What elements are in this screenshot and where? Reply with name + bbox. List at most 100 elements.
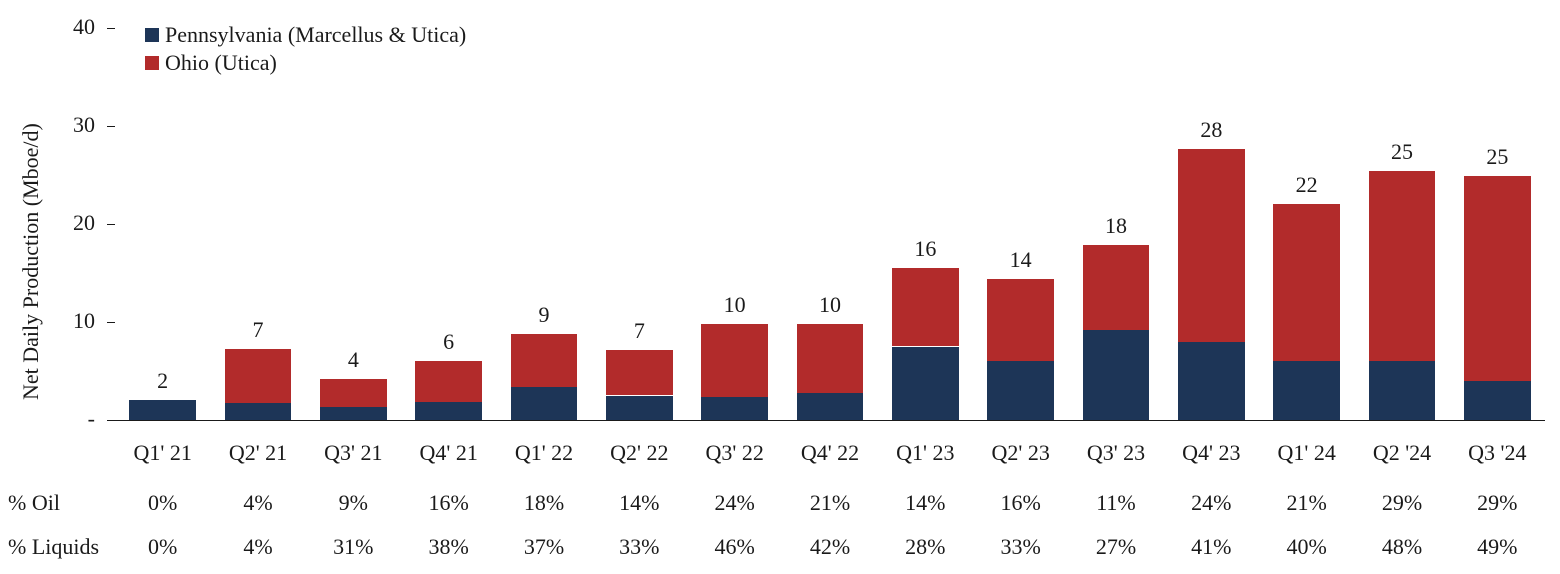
category-label: Q2' 22 — [592, 440, 687, 466]
data-row-cell: 24% — [1164, 490, 1259, 516]
data-row-cell: 33% — [973, 534, 1068, 560]
bar-segment — [987, 279, 1054, 361]
y-tick-mark — [107, 224, 115, 225]
data-row-header: % Liquids — [8, 534, 99, 560]
data-row-cell: 28% — [878, 534, 973, 560]
bar-segment — [797, 393, 864, 420]
bar-segment — [606, 396, 673, 421]
legend-label: Pennsylvania (Marcellus & Utica) — [165, 22, 466, 48]
y-axis-title: Net Daily Production (Mboe/d) — [18, 123, 44, 400]
category-label: Q1' 23 — [878, 440, 973, 466]
data-row-cell: 16% — [401, 490, 496, 516]
bar-segment — [225, 349, 292, 403]
data-row-cell: 11% — [1068, 490, 1163, 516]
bar-total-label: 10 — [687, 292, 782, 318]
data-row-cell: 29% — [1450, 490, 1545, 516]
bar-segment — [1083, 330, 1150, 420]
category-label: Q2' 21 — [210, 440, 305, 466]
data-row-cell: 4% — [210, 534, 305, 560]
bar-segment — [320, 407, 387, 420]
data-row-cell: 0% — [115, 534, 210, 560]
category-label: Q4' 21 — [401, 440, 496, 466]
bar-segment — [987, 361, 1054, 420]
category-label: Q3' 22 — [687, 440, 782, 466]
data-row-cell: 27% — [1068, 534, 1163, 560]
data-row-cell: 16% — [973, 490, 1068, 516]
bar-segment — [511, 334, 578, 387]
data-row-cell: 33% — [592, 534, 687, 560]
bar-segment — [1369, 361, 1436, 420]
data-row-cell: 18% — [496, 490, 591, 516]
y-tick-mark — [107, 420, 115, 421]
bar-total-label: 2 — [115, 368, 210, 394]
data-row-cell: 14% — [592, 490, 687, 516]
data-row-cell: 21% — [1259, 490, 1354, 516]
legend-swatch — [145, 28, 159, 42]
x-axis-baseline — [115, 420, 1545, 421]
bar-total-label: 18 — [1068, 213, 1163, 239]
bar-segment — [606, 350, 673, 395]
bar-segment — [797, 324, 864, 393]
bar-total-label: 10 — [782, 292, 877, 318]
bar-total-label: 28 — [1164, 117, 1259, 143]
category-label: Q2 '24 — [1354, 440, 1449, 466]
data-row-cell: 31% — [306, 534, 401, 560]
y-tick-label: 30 — [35, 112, 95, 138]
bar-total-label: 14 — [973, 247, 1068, 273]
bar-total-label: 4 — [306, 347, 401, 373]
data-row-cell: 0% — [115, 490, 210, 516]
data-row-cell: 41% — [1164, 534, 1259, 560]
data-row-cell: 48% — [1354, 534, 1449, 560]
bar-segment — [701, 397, 768, 420]
category-label: Q4' 22 — [782, 440, 877, 466]
y-tick-label: - — [35, 406, 95, 432]
category-label: Q4' 23 — [1164, 440, 1259, 466]
category-label: Q1' 21 — [115, 440, 210, 466]
data-row-cell: 49% — [1450, 534, 1545, 560]
data-row-cell: 21% — [782, 490, 877, 516]
bar-total-label: 16 — [878, 236, 973, 262]
category-label: Q3' 21 — [306, 440, 401, 466]
bar-total-label: 9 — [496, 302, 591, 328]
category-label: Q3' 23 — [1068, 440, 1163, 466]
bar-segment — [892, 268, 959, 346]
y-tick-mark — [107, 126, 115, 127]
data-row-cell: 37% — [496, 534, 591, 560]
y-tick-label: 40 — [35, 14, 95, 40]
bar-total-label: 7 — [592, 318, 687, 344]
bar-segment — [892, 347, 959, 421]
bar-segment — [511, 387, 578, 420]
legend-label: Ohio (Utica) — [165, 50, 277, 76]
y-tick-label: 20 — [35, 210, 95, 236]
bar-segment — [415, 402, 482, 420]
category-label: Q1' 24 — [1259, 440, 1354, 466]
bar-segment — [1273, 204, 1340, 361]
chart-stage: Net Daily Production (Mboe/d)-1020304027… — [0, 0, 1560, 574]
data-row-cell: 38% — [401, 534, 496, 560]
category-label: Q3 '24 — [1450, 440, 1545, 466]
bar-segment — [1369, 171, 1436, 361]
data-row-cell: 9% — [306, 490, 401, 516]
bar-total-label: 22 — [1259, 172, 1354, 198]
category-label: Q1' 22 — [496, 440, 591, 466]
bar-segment — [1083, 245, 1150, 330]
bar-segment — [320, 379, 387, 407]
bar-segment — [1273, 361, 1340, 420]
data-row-cell: 14% — [878, 490, 973, 516]
bar-segment — [1178, 342, 1245, 420]
category-label: Q2' 23 — [973, 440, 1068, 466]
bar-segment — [701, 324, 768, 398]
legend-swatch — [145, 56, 159, 70]
bar-segment — [129, 400, 196, 420]
data-row-cell: 42% — [782, 534, 877, 560]
data-row-cell: 29% — [1354, 490, 1449, 516]
bar-segment — [1464, 381, 1531, 420]
data-row-cell: 24% — [687, 490, 782, 516]
y-tick-mark — [107, 322, 115, 323]
bar-segment — [225, 403, 292, 420]
bar-segment — [1464, 176, 1531, 381]
y-tick-mark — [107, 28, 115, 29]
data-row-header: % Oil — [8, 490, 60, 516]
bar-segment — [1178, 149, 1245, 342]
bar-total-label: 6 — [401, 329, 496, 355]
